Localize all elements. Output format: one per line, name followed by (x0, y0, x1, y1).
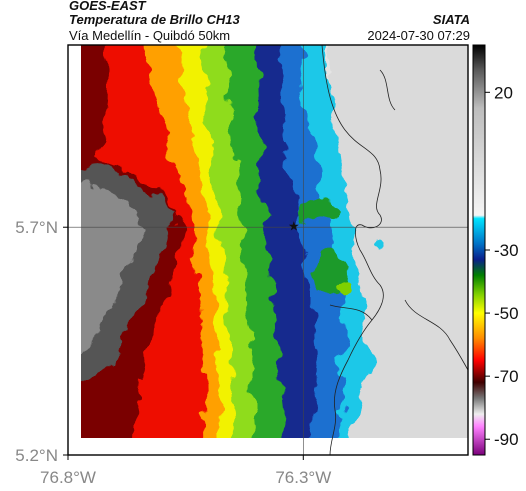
map-frame (67, 44, 469, 456)
lat-tick-label: 5.7°N (15, 218, 58, 237)
lat-tick-label: 5.2°N (15, 446, 58, 465)
lon-tick-label: 76.8°W (40, 468, 96, 487)
timestamp-label: 2024-07-30 07:29 (367, 28, 470, 43)
coastline (321, 45, 384, 455)
lon-tick-label: 76.3°W (275, 468, 331, 487)
colorbar-tick-label: -50 (494, 304, 519, 323)
colorbar-tick-label: -30 (494, 241, 519, 260)
colorbar-tick-label: -90 (494, 430, 519, 449)
colorbar (472, 44, 486, 456)
satellite-title: GOES-EAST (69, 0, 146, 13)
organization-label: SIATA (432, 12, 470, 27)
brightness-temperature-field (68, 45, 468, 455)
colorbar-tick-label: -70 (494, 367, 519, 386)
border-line (404, 299, 468, 371)
region-subtitle: Vía Medellín - Quibdó 50km (69, 28, 231, 43)
product-title: Temperatura de Brillo CH13 (69, 12, 240, 27)
station-marker-star: ★ (288, 220, 300, 235)
colorbar-tick-label: 20 (494, 83, 513, 102)
